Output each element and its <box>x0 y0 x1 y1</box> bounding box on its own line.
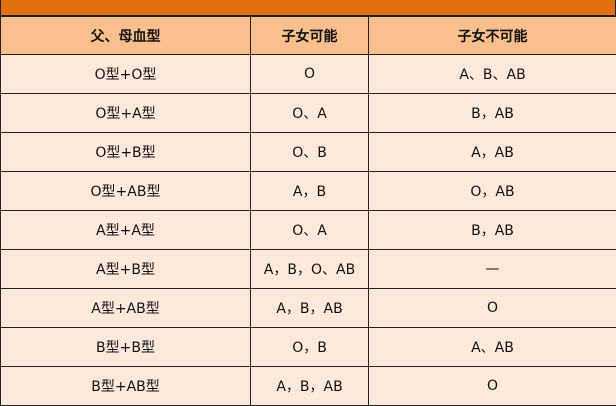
parents-cell: O型+B型 <box>0 132 251 172</box>
parents-cell: A型+B型 <box>0 249 251 289</box>
table-row: A型+AB型 A，B，AB O <box>0 288 616 328</box>
possible-cell: A，B，AB <box>250 288 369 328</box>
table-row: A型+A型 O、A B，AB <box>0 210 616 250</box>
header-row: 父、母血型 子女可能 子女不可能 <box>0 16 616 55</box>
table-row: B型+B型 O，B A、AB <box>0 327 616 367</box>
table-row: O型+O型 O A、B、AB <box>0 54 616 94</box>
table-row: O型+AB型 A，B O，AB <box>0 171 616 211</box>
impossible-cell: — <box>368 249 616 289</box>
parents-cell: A型+AB型 <box>0 288 251 328</box>
parents-cell: O型+A型 <box>0 93 251 133</box>
header-impossible: 子女不可能 <box>368 16 616 55</box>
parents-cell: O型+O型 <box>0 54 251 94</box>
possible-cell: A，B，O、AB <box>250 249 369 289</box>
table-row: O型+B型 O、B A，AB <box>0 132 616 172</box>
impossible-cell: A，AB <box>368 132 616 172</box>
parents-cell: B型+B型 <box>0 327 251 367</box>
table-title-bar <box>0 0 616 16</box>
impossible-cell: O，AB <box>368 171 616 211</box>
possible-cell: O，B <box>250 327 369 367</box>
impossible-cell: A、B、AB <box>368 54 616 94</box>
possible-cell: O、B <box>250 132 369 172</box>
table-row: B型+AB型 A，B，AB O <box>0 366 616 406</box>
header-possible: 子女可能 <box>250 16 369 55</box>
impossible-cell: B，AB <box>368 210 616 250</box>
table-row: A型+B型 A，B，O、AB — <box>0 249 616 289</box>
possible-cell: A，B <box>250 171 369 211</box>
possible-cell: O、A <box>250 93 369 133</box>
impossible-cell: B，AB <box>368 93 616 133</box>
table-row: O型+A型 O、A B，AB <box>0 93 616 133</box>
possible-cell: O、A <box>250 210 369 250</box>
impossible-cell: O <box>368 288 616 328</box>
impossible-cell: O <box>368 366 616 406</box>
parents-cell: A型+A型 <box>0 210 251 250</box>
possible-cell: A，B，AB <box>250 366 369 406</box>
parents-cell: B型+AB型 <box>0 366 251 406</box>
possible-cell: O <box>250 54 369 94</box>
parents-cell: O型+AB型 <box>0 171 251 211</box>
impossible-cell: A、AB <box>368 327 616 367</box>
blood-type-table: 父、母血型 子女可能 子女不可能 O型+O型 O A、B、AB O型+A型 O、A B，A… <box>0 16 616 406</box>
header-parents: 父、母血型 <box>0 16 251 55</box>
